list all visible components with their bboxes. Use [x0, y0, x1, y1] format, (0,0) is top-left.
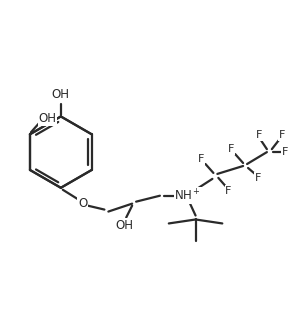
Text: F: F [198, 154, 205, 164]
Text: OH: OH [39, 112, 57, 125]
Text: F: F [228, 144, 234, 154]
Text: OH: OH [52, 88, 70, 101]
Text: NH$^+$: NH$^+$ [174, 188, 201, 203]
Text: F: F [255, 173, 261, 183]
Text: F: F [282, 147, 288, 157]
Text: F: F [256, 130, 262, 140]
Text: O: O [78, 197, 87, 210]
Text: OH: OH [115, 219, 133, 232]
Text: F: F [279, 130, 285, 140]
Text: F: F [225, 186, 231, 196]
